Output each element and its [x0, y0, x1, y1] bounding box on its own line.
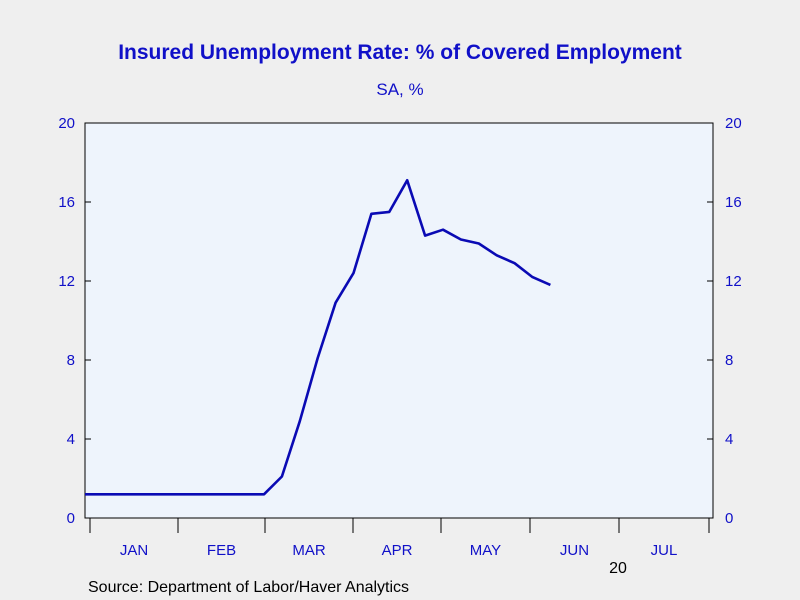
x-axis: JAN FEB MAR APR MAY JUN JUL	[89, 518, 710, 559]
y-tick-label-left: 0	[67, 510, 75, 527]
left-y-axis: 0 4 8 12 16 20	[58, 115, 91, 527]
source-note: Source: Department of Labor/Haver Analyt…	[88, 579, 409, 596]
series-layer	[85, 179, 551, 496]
x-tick-label: JUL	[651, 542, 678, 559]
y-tick-label-right: 4	[725, 431, 733, 448]
y-tick-label-right: 0	[725, 510, 733, 527]
right-y-axis: 0 4 8 12 16 20	[707, 115, 742, 527]
y-tick-label-left: 4	[67, 431, 75, 448]
y-tick-label-left: 8	[67, 352, 75, 369]
y-tick-label-left: 16	[58, 194, 75, 211]
x-tick-label: JAN	[120, 542, 148, 559]
series-line	[85, 179, 551, 496]
y-tick-label-right: 8	[725, 352, 733, 369]
x-tick-label: JUN	[560, 542, 589, 559]
chart-subtitle: SA, %	[376, 80, 423, 99]
chart-title: Insured Unemployment Rate: % of Covered …	[118, 41, 682, 64]
plot-area	[84, 122, 714, 519]
y-tick-label-right: 16	[725, 194, 742, 211]
y-tick-label-right: 20	[725, 115, 742, 132]
x-tick-label: FEB	[207, 542, 236, 559]
x-tick-label: MAY	[470, 542, 501, 559]
x-tick-label: APR	[382, 542, 413, 559]
year-label: 20	[609, 560, 627, 577]
y-tick-label-left: 20	[58, 115, 75, 132]
y-tick-label-right: 12	[725, 273, 742, 290]
x-tick-label: MAR	[292, 542, 326, 559]
y-tick-label-left: 12	[58, 273, 75, 290]
